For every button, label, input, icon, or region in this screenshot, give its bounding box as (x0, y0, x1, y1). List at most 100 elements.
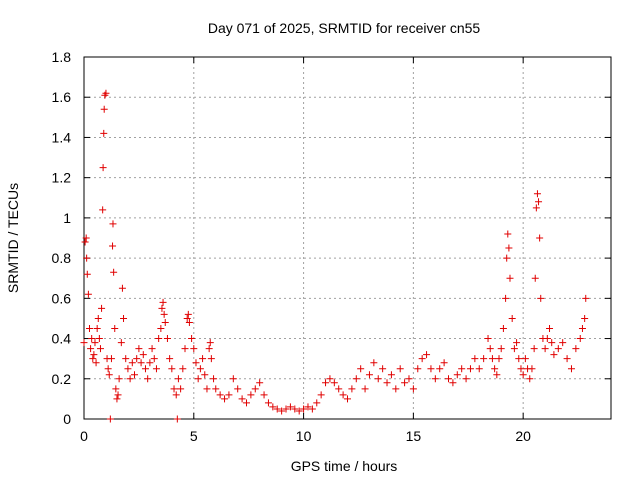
data-point (532, 204, 540, 212)
data-point (109, 242, 117, 250)
data-point (409, 385, 417, 393)
data-point (188, 335, 196, 343)
data-point (554, 345, 562, 353)
data-point (111, 325, 119, 332)
data-point (118, 284, 126, 292)
data-point (238, 395, 246, 403)
y-tick-label: 0.2 (52, 371, 72, 387)
y-tick-label: 1 (63, 210, 71, 226)
data-point (163, 335, 171, 343)
data-point (401, 379, 409, 387)
data-point (94, 314, 102, 322)
data-point (158, 304, 166, 312)
data-point (80, 339, 88, 347)
data-point (229, 375, 237, 383)
data-point (576, 335, 584, 343)
data-point (83, 270, 91, 278)
y-tick-label: 1.8 (52, 49, 72, 65)
data-point (148, 345, 156, 353)
data-point (106, 415, 114, 423)
data-point (126, 375, 134, 383)
data-point (313, 399, 321, 407)
data-point (475, 365, 483, 373)
data-point (559, 339, 567, 347)
data-point (519, 371, 527, 379)
data-point (531, 274, 539, 282)
data-point (203, 385, 211, 393)
data-point (503, 254, 511, 262)
data-point (530, 345, 538, 353)
data-point (499, 325, 507, 332)
data-point (117, 339, 125, 347)
data-point (484, 335, 492, 343)
data-point (141, 365, 149, 373)
data-point (124, 365, 132, 373)
y-tick-label: 1.6 (52, 89, 72, 105)
data-point (286, 403, 294, 411)
data-point (96, 345, 104, 353)
data-point (89, 355, 97, 363)
data-point (344, 395, 351, 403)
x-tick-label: 0 (80, 428, 88, 444)
data-point (423, 351, 431, 359)
data-point (488, 355, 496, 363)
y-tick-label: 0.6 (52, 290, 72, 306)
chart-title: Day 071 of 2025, SRMTID for receiver cn5… (208, 20, 481, 36)
data-point (495, 355, 503, 363)
x-tick-label: 5 (190, 428, 198, 444)
data-point (537, 294, 545, 302)
data-point (221, 395, 229, 403)
data-point (256, 379, 264, 387)
data-point (170, 385, 178, 393)
data-point (91, 339, 99, 347)
data-point (251, 385, 259, 393)
data-point (392, 385, 400, 393)
data-point (352, 375, 360, 383)
data-point (308, 405, 316, 413)
data-point (115, 375, 123, 383)
data-point (326, 375, 334, 383)
data-point (174, 375, 182, 383)
data-point (517, 365, 525, 373)
data-point (99, 164, 107, 172)
data-point (105, 371, 113, 379)
data-point (405, 375, 413, 383)
data-points (80, 89, 590, 423)
data-point (374, 375, 382, 383)
data-point (291, 405, 299, 413)
data-point (387, 371, 395, 379)
gridlines (84, 57, 611, 419)
data-point (300, 405, 308, 413)
data-point (201, 371, 209, 379)
data-point (177, 385, 185, 393)
data-point (365, 371, 373, 379)
data-point (264, 399, 272, 407)
data-point (348, 385, 356, 393)
y-tick-label: 0.4 (52, 331, 72, 347)
data-point (260, 391, 268, 399)
data-point (160, 310, 168, 318)
data-point (93, 325, 101, 332)
data-point (247, 391, 255, 399)
data-point (99, 206, 107, 214)
data-point (100, 105, 108, 113)
data-point (110, 268, 118, 276)
data-point (335, 385, 343, 393)
data-point (242, 399, 250, 407)
data-point (210, 375, 218, 383)
data-point (508, 314, 516, 322)
data-point (582, 294, 590, 302)
data-point (150, 355, 158, 363)
data-point (466, 365, 474, 373)
data-point (445, 375, 453, 383)
data-point (581, 314, 589, 322)
data-point (471, 355, 479, 363)
data-point (282, 405, 290, 413)
data-point (98, 304, 106, 312)
y-tick-label: 1.4 (52, 129, 72, 145)
data-point (458, 365, 466, 373)
data-point (480, 355, 488, 363)
data-point (431, 375, 439, 383)
data-point (543, 335, 551, 343)
data-point (546, 325, 554, 332)
